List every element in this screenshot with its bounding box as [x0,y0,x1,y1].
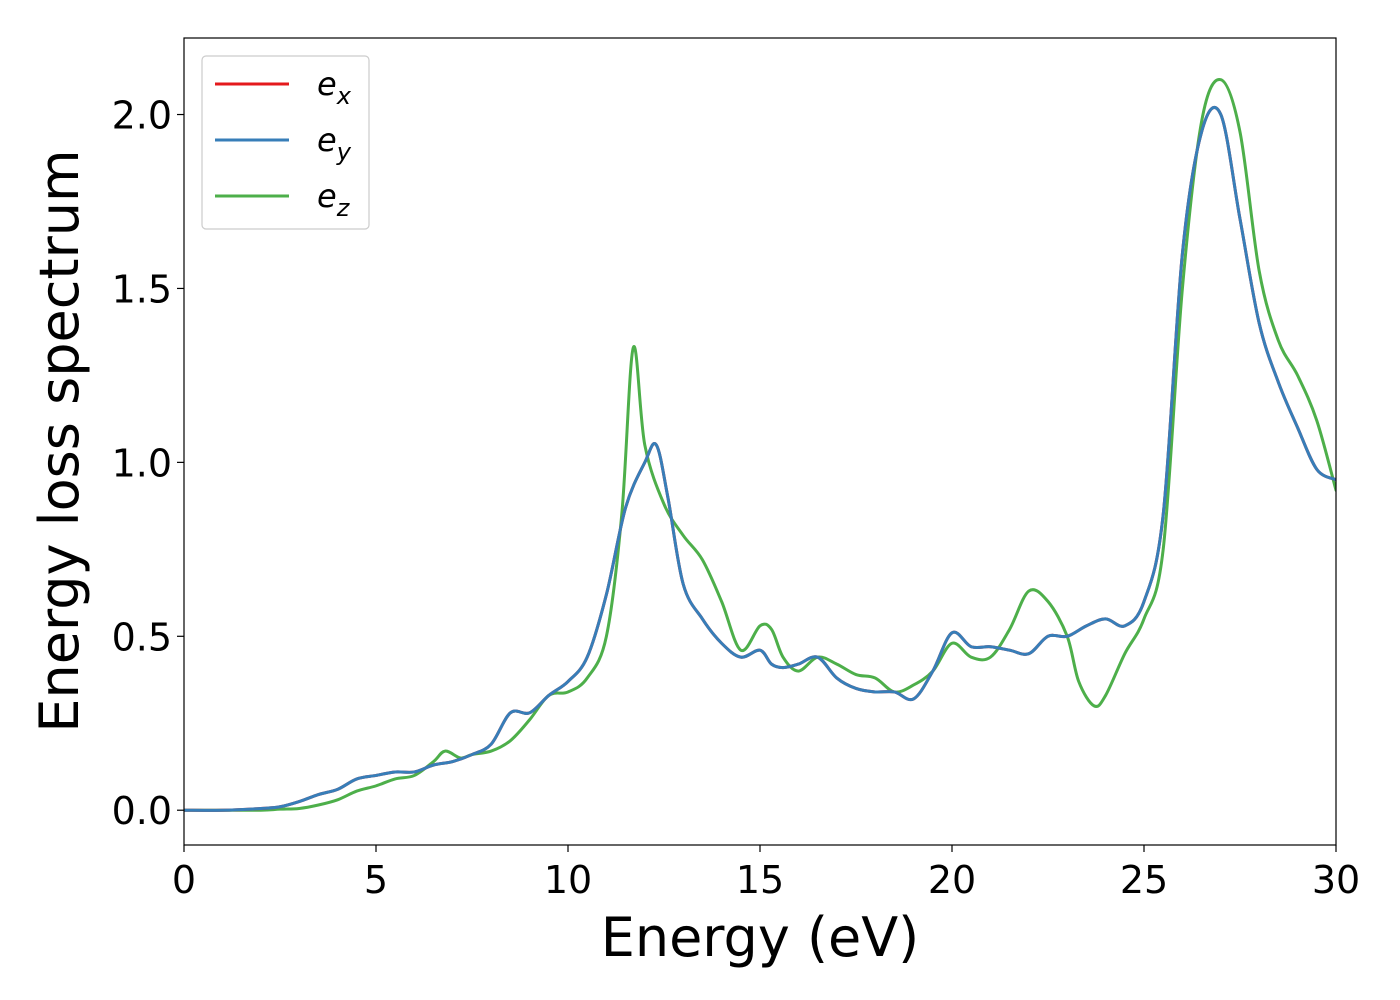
x-tick-label: 0 [172,858,196,902]
x-axis: 0 5 10 15 20 25 30 [172,845,1360,902]
y-tick-label: 0.0 [112,789,172,833]
legend-label-e-x: ex [317,65,352,110]
x-tick-label: 30 [1312,858,1360,902]
series-line-e-y [184,106,1336,812]
legend: ex ey ez [201,55,370,230]
y-tick-label: 0.5 [112,615,172,659]
y-axis: 0.0 0.5 1.0 1.5 2.0 [112,94,184,833]
x-tick-label: 10 [544,858,592,902]
legend-box [201,55,370,230]
plot-lines [184,78,1336,812]
y-tick-label: 1.0 [112,441,172,485]
x-tick-label: 25 [1120,858,1168,902]
x-axis-title: Energy (eV) [601,906,920,969]
x-tick-label: 20 [928,858,976,902]
y-tick-label: 2.0 [112,94,172,138]
legend-label-e-y: ey [317,121,352,166]
series-line-e-z [184,78,1336,812]
y-tick-label: 1.5 [112,267,172,311]
y-axis-title: Energy loss spectrum [28,149,91,732]
x-tick-label: 5 [364,858,388,902]
legend-label-e-z: ez [317,177,351,222]
x-tick-label: 15 [736,858,784,902]
